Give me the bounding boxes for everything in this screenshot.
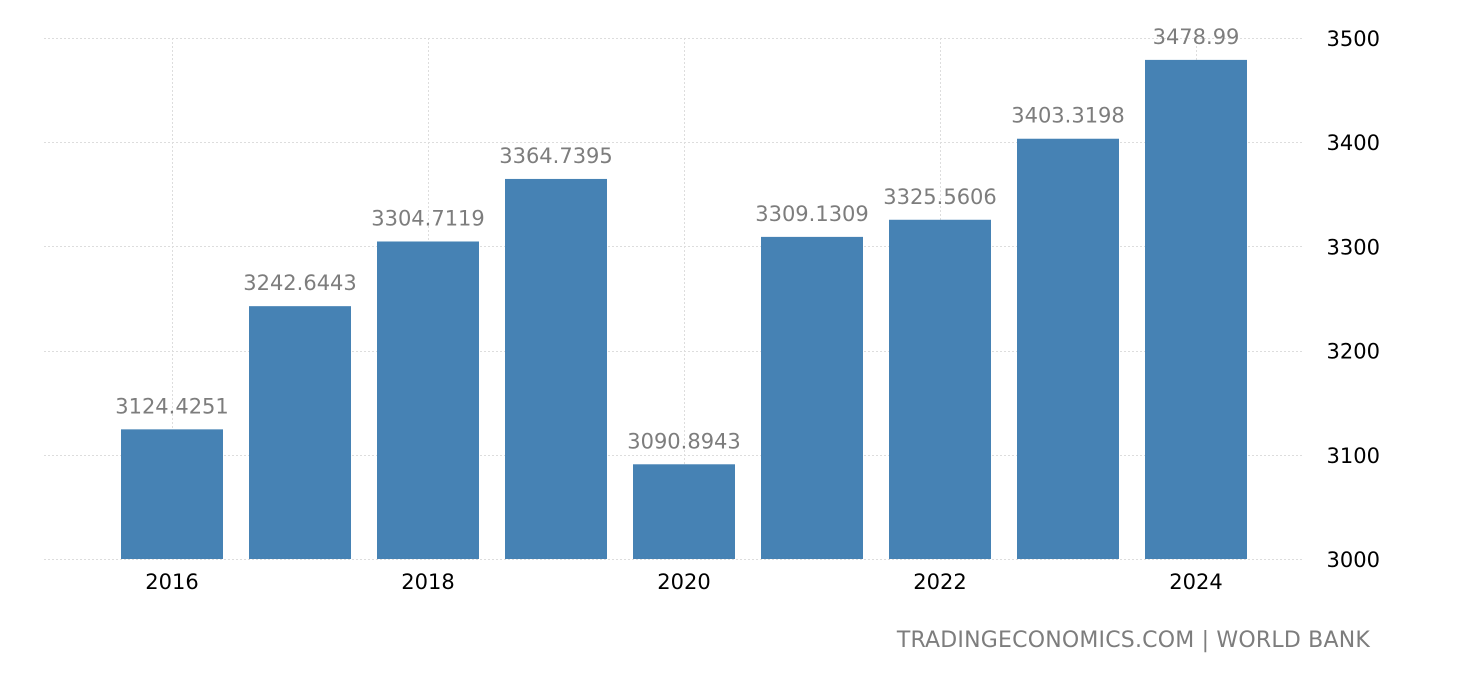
y-tick-label: 3100 [1327,444,1380,468]
bar-value-label: 3304.7119 [371,206,485,230]
bar-value-label: 3090.8943 [627,429,741,453]
x-axis-tick-labels: 2016 2018 2020 2022 2024 [145,570,1222,594]
y-tick-label: 3000 [1327,548,1380,572]
bar [633,464,735,559]
bar-value-label: 3325.5606 [883,185,997,209]
y-tick-label: 3300 [1327,235,1380,259]
bar [1017,138,1119,559]
bar [761,236,863,559]
bar-value-label: 3124.4251 [115,394,229,418]
y-axis-tick-labels: 3000 3100 3200 3300 3400 3500 [1327,27,1380,572]
bar [505,178,607,559]
bar [121,429,223,559]
x-tick-label: 2022 [913,570,966,594]
bar-value-label: 3242.6443 [243,271,357,295]
bar [889,219,991,559]
bar [249,306,351,559]
source-attribution: TRADINGECONOMICS.COM | WORLD BANK [896,628,1370,653]
bar-value-label: 3403.3198 [1011,104,1125,128]
bar [377,241,479,559]
bar-value-label: 3309.1309 [755,202,869,226]
value-labels: 3124.4251 3242.6443 3304.7119 3364.7395 3090… [115,25,1239,453]
y-tick-label: 3400 [1327,131,1380,155]
bars [121,59,1247,559]
x-tick-label: 2024 [1169,570,1222,594]
bar-value-label: 3364.7395 [499,144,613,168]
x-tick-label: 2018 [401,570,454,594]
y-tick-label: 3200 [1327,340,1380,364]
bar [1145,59,1247,559]
x-tick-label: 2020 [657,570,710,594]
y-tick-label: 3500 [1327,27,1380,51]
bar-value-label: 3478.99 [1153,25,1240,49]
x-tick-label: 2016 [145,570,198,594]
